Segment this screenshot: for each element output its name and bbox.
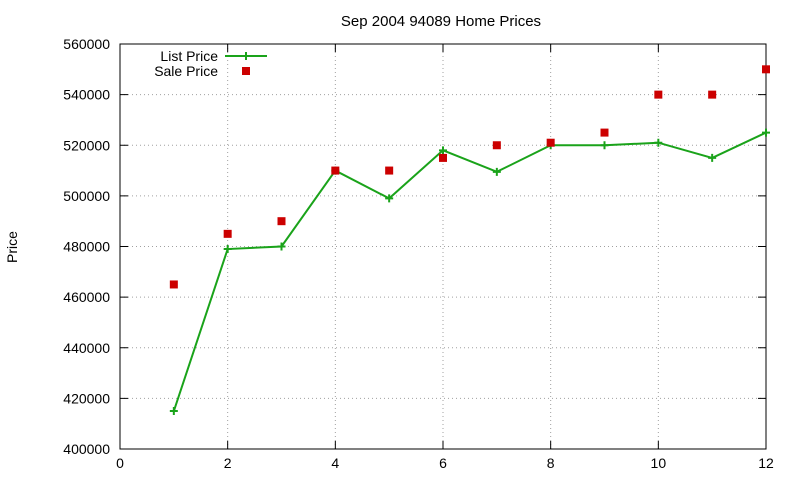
- list-price-point: [223, 245, 232, 254]
- y-tick-label: 460000: [63, 289, 110, 305]
- y-tick-label: 560000: [63, 36, 110, 52]
- list-price-point: [277, 242, 286, 251]
- y-tick-label: 440000: [63, 340, 110, 356]
- y-tick-label: 420000: [63, 390, 110, 406]
- x-tick-label: 10: [651, 455, 667, 471]
- legend-label-list-price: List Price: [160, 48, 218, 64]
- sale-price-point: [331, 166, 340, 175]
- legend-marker-list-price: [242, 52, 250, 60]
- y-tick-label: 520000: [63, 137, 110, 153]
- x-tick-label: 0: [116, 455, 124, 471]
- x-tick-label: 2: [224, 455, 232, 471]
- sale-price-point: [385, 166, 394, 175]
- list-price-point: [654, 138, 663, 147]
- legend-swatch-sale-price: [242, 67, 250, 75]
- list-price-point: [762, 128, 770, 137]
- sale-price-point: [169, 280, 178, 289]
- list-price-point: [439, 146, 447, 155]
- grid: [120, 44, 766, 449]
- sale-price-point: [223, 229, 232, 238]
- list-price-point: [385, 194, 394, 203]
- y-tick-label: 400000: [63, 441, 110, 457]
- sale-price-point: [492, 141, 501, 150]
- x-tick-label: 6: [439, 455, 447, 471]
- chart-title: Sep 2004 94089 Home Prices: [341, 13, 541, 30]
- x-tick-label: 4: [331, 455, 339, 471]
- y-tick-label: 480000: [63, 239, 110, 255]
- y-tick-label: 540000: [63, 87, 110, 103]
- sale-price-point: [439, 153, 447, 162]
- y-tick-label: 500000: [63, 188, 110, 204]
- sale-price-point: [708, 90, 717, 99]
- sale-price-point: [654, 90, 663, 99]
- sale-price-point: [762, 65, 770, 74]
- x-tick-label: 8: [547, 455, 555, 471]
- sale-price-point: [277, 217, 286, 226]
- sale-price-point: [600, 128, 609, 137]
- list-price-point: [169, 407, 178, 416]
- axes: 400000 420000 440000 460000 480000 500000 5200…: [63, 36, 774, 471]
- list-price-point: [492, 167, 501, 176]
- sale-price-point: [546, 138, 555, 147]
- x-tick-label: 12: [758, 455, 774, 471]
- series-layer: [169, 65, 770, 416]
- list-price-line: [172, 131, 767, 412]
- list-price-point: [600, 141, 609, 150]
- legend-label-sale-price: Sale Price: [154, 63, 218, 79]
- y-axis-label: Price: [4, 231, 20, 263]
- list-price-point: [708, 153, 717, 162]
